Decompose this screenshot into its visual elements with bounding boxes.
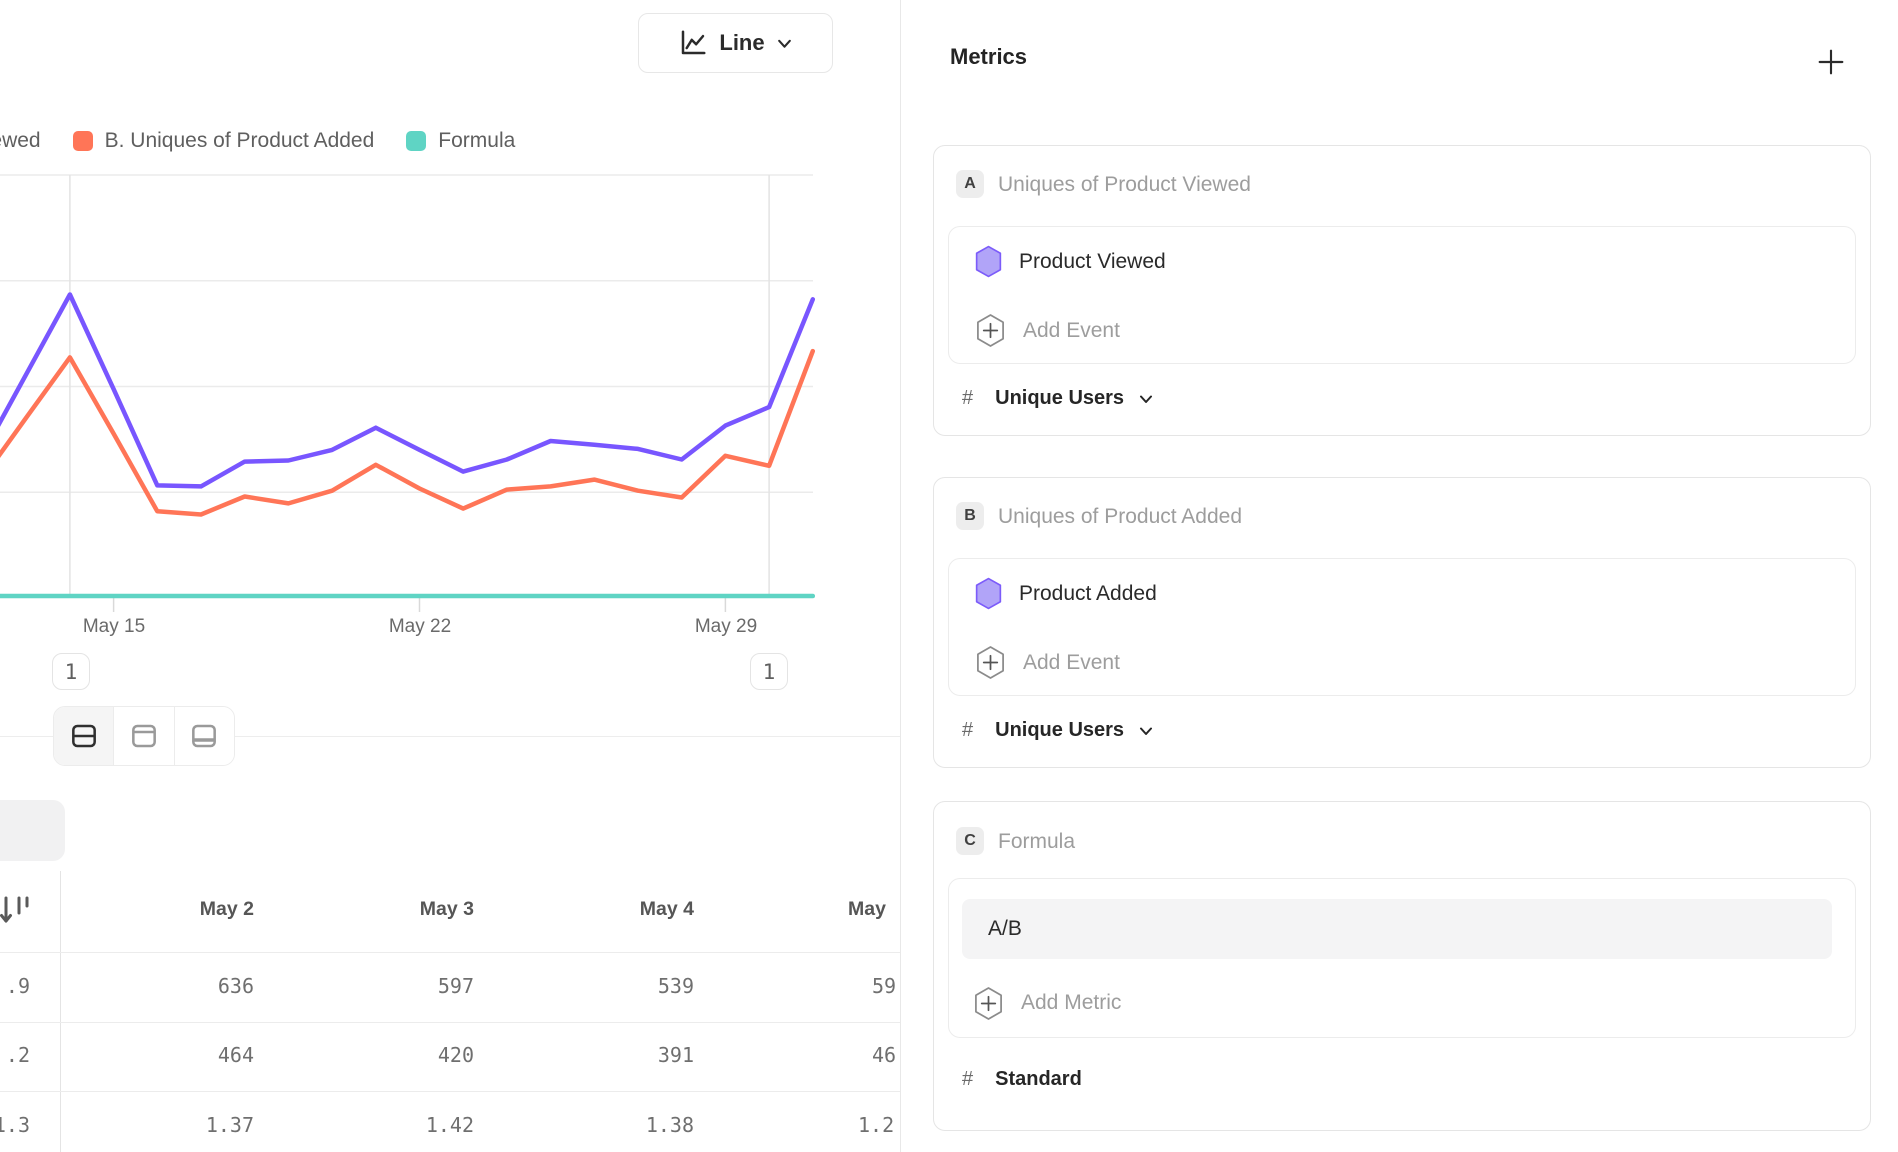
formula-section: A/B Add Metric xyxy=(948,878,1856,1038)
sort-descending-icon[interactable] xyxy=(0,893,34,929)
event-row-product-added[interactable]: Product Added xyxy=(949,559,1855,628)
metric-badge-a: A xyxy=(956,170,984,198)
frozen-column-divider xyxy=(60,871,61,1152)
table-cell-avg-row1: .9 xyxy=(5,974,30,998)
hexagon-plus-icon xyxy=(975,313,1006,348)
chevron-down-icon xyxy=(1138,391,1154,407)
annotation-marker-1[interactable]: 1 xyxy=(52,653,90,690)
event-hexagon-icon xyxy=(975,245,1002,278)
table-cell: 1.37 xyxy=(205,1113,254,1137)
x-axis-tick-label: May 22 xyxy=(388,616,452,637)
metric-card-a: A Uniques of Product Viewed Product View… xyxy=(933,145,1871,436)
measurement-selector-a[interactable]: # Unique Users xyxy=(962,387,1154,410)
legend-item-b[interactable]: B. Uniques of Product Added xyxy=(72,129,375,153)
add-event-row-b[interactable]: Add Event xyxy=(949,628,1855,697)
legend-item-a[interactable]: A. Uniques of Product Viewed xyxy=(0,129,41,153)
chart-only-view-icon xyxy=(128,720,160,752)
hash-icon: # xyxy=(962,1068,974,1090)
legend-label-c: Formula xyxy=(438,129,516,152)
measurement-selector-c[interactable]: # Standard xyxy=(962,1068,1082,1091)
event-name: Product Added xyxy=(1019,581,1157,605)
measurement-selector-b[interactable]: # Unique Users xyxy=(962,719,1154,742)
chevron-down-icon xyxy=(776,35,793,52)
table-focus-view-icon xyxy=(188,720,220,752)
metric-title-a[interactable]: Uniques of Product Viewed xyxy=(998,173,1251,196)
metric-badge-b: B xyxy=(956,502,984,530)
table-cell: 597 xyxy=(437,974,474,998)
table-cell: 464 xyxy=(217,1043,254,1067)
legend-swatch-c xyxy=(406,131,427,151)
hexagon-plus-icon xyxy=(973,986,1004,1021)
table-cell: 391 xyxy=(657,1043,694,1067)
chart-type-label: Line xyxy=(719,30,765,55)
table-cell: 1.42 xyxy=(425,1113,474,1137)
table-cell-avg-row2: .2 xyxy=(5,1043,30,1067)
hash-icon: # xyxy=(962,387,974,409)
table-cell: 539 xyxy=(657,974,694,998)
add-metric-label: Add Metric xyxy=(1021,991,1122,1014)
layout-split-view-button[interactable] xyxy=(54,707,114,765)
hash-icon: # xyxy=(962,719,974,741)
panel-divider xyxy=(900,0,901,1152)
layout-toggle xyxy=(53,706,235,766)
table-cell: 59 xyxy=(872,974,897,998)
split-view-icon xyxy=(68,720,100,752)
section-divider xyxy=(0,736,900,737)
table-cell: 46 xyxy=(872,1043,897,1067)
metric-badge-c: C xyxy=(956,827,984,855)
table-header-may-2[interactable]: May 2 xyxy=(199,898,254,920)
metric-card-c: C Formula A/B Add Metric # Standard xyxy=(933,801,1871,1131)
row-divider xyxy=(0,1022,900,1023)
chart-type-button[interactable]: Line xyxy=(638,13,833,73)
table-cell-avg-row3: 1.3 xyxy=(0,1113,30,1137)
legend-item-c[interactable]: Formula xyxy=(406,129,515,153)
chart-legend: A. Uniques of Product Viewed B. Uniques … xyxy=(0,127,515,155)
metrics-panel-title: Metrics xyxy=(950,44,1028,69)
table-header-may-4[interactable]: May 4 xyxy=(639,898,694,920)
event-name: Product Viewed xyxy=(1019,249,1166,273)
table-cell: 636 xyxy=(217,974,254,998)
metric-card-b: B Uniques of Product Added Product Added… xyxy=(933,477,1871,768)
hexagon-plus-icon xyxy=(975,645,1006,680)
table-cell: 420 xyxy=(437,1043,474,1067)
add-event-row-a[interactable]: Add Event xyxy=(949,296,1855,365)
annotation-marker-2[interactable]: 1 xyxy=(750,653,788,690)
table-cell: 1.38 xyxy=(645,1113,694,1137)
measurement-label: Standard xyxy=(995,1068,1082,1090)
event-row-product-viewed[interactable]: Product Viewed xyxy=(949,227,1855,296)
table-cell: 1.2 xyxy=(858,1113,895,1137)
event-list-a: Product Viewed Add Event xyxy=(948,226,1856,364)
row-divider xyxy=(0,952,900,953)
legend-label-a: A. Uniques of Product Viewed xyxy=(0,129,41,152)
event-list-b: Product Added Add Event xyxy=(948,558,1856,696)
layout-chart-only-button[interactable] xyxy=(113,707,174,765)
measurement-label: Unique Users xyxy=(995,719,1125,741)
add-metric-plus-icon[interactable] xyxy=(1814,45,1848,79)
x-axis-tick-label: May 29 xyxy=(694,616,758,637)
line-chart-canvas[interactable] xyxy=(0,173,815,615)
metric-title-c[interactable]: Formula xyxy=(998,830,1076,853)
metric-title-b[interactable]: Uniques of Product Added xyxy=(998,505,1243,528)
table-header-may-3[interactable]: May 3 xyxy=(419,898,474,920)
x-axis-tick-label: May 15 xyxy=(82,616,146,637)
row-divider xyxy=(0,1091,900,1092)
event-hexagon-icon xyxy=(975,577,1002,610)
formula-input[interactable]: A/B xyxy=(962,899,1832,959)
layout-table-focus-button[interactable] xyxy=(173,707,234,765)
formula-expression: A/B xyxy=(988,917,1022,940)
add-metric-row[interactable]: Add Metric xyxy=(949,975,1855,1031)
table-header-may-5[interactable]: May xyxy=(848,898,886,920)
table-mode-chip[interactable] xyxy=(0,800,65,861)
add-event-label: Add Event xyxy=(1023,650,1120,674)
line-chart-icon xyxy=(678,28,708,58)
add-event-label: Add Event xyxy=(1023,318,1120,342)
legend-label-b: B. Uniques of Product Added xyxy=(104,129,375,152)
measurement-label: Unique Users xyxy=(995,387,1125,409)
legend-swatch-b xyxy=(72,131,93,151)
chevron-down-icon xyxy=(1138,723,1154,739)
